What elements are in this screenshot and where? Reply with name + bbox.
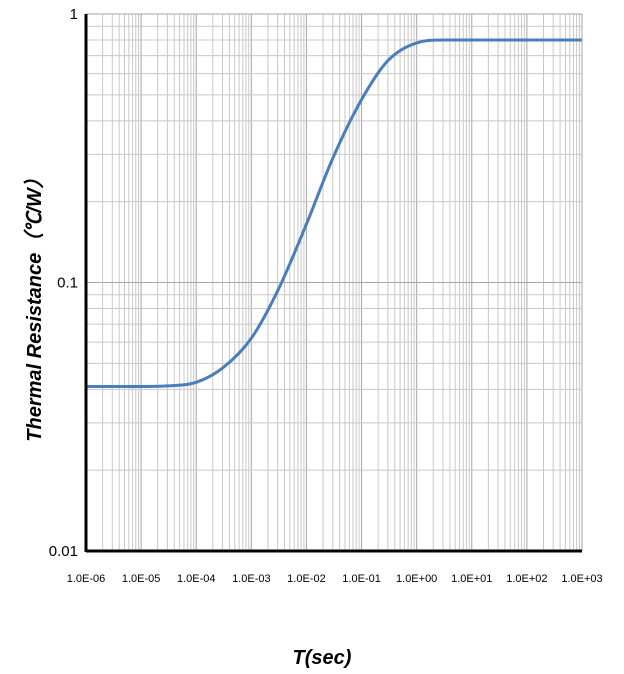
y-tick-label: 0.1 <box>57 275 78 292</box>
x-tick-labels: 1.0E-06 1.0E-05 1.0E-04 1.0E-03 1.0E-02 1.0E-… <box>67 573 603 585</box>
y-tick-labels: 0.01 0.1 1 <box>49 6 78 560</box>
x-axis-title: T(sec) <box>293 647 352 669</box>
y-axis-title: Thermal Resistance（℃/W） <box>23 168 46 441</box>
grid <box>85 13 583 552</box>
y-tick-label: 1 <box>70 6 78 23</box>
x-tick-label: 1.0E-04 <box>177 573 216 585</box>
series-line-group <box>85 38 582 388</box>
x-tick-label: 1.0E+02 <box>506 573 547 585</box>
x-tick-label: 1.0E-03 <box>232 573 271 585</box>
x-tick-label: 1.0E-02 <box>287 573 326 585</box>
x-tick-label: 1.0E+01 <box>451 573 492 585</box>
series-line <box>85 38 582 388</box>
x-tick-label: 1.0E+00 <box>396 573 437 585</box>
y-tick-label: 0.01 <box>49 543 78 560</box>
x-tick-label: 1.0E+03 <box>561 573 602 585</box>
x-tick-label: 1.0E-05 <box>122 573 161 585</box>
x-tick-label: 1.0E-01 <box>342 573 381 585</box>
x-tick-label: 1.0E-06 <box>67 573 106 585</box>
